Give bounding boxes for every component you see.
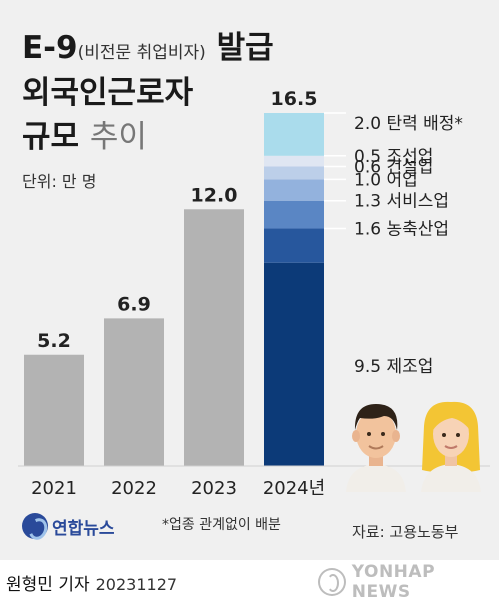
title-scale: 규모: [22, 119, 80, 155]
bar-segment-1: [264, 228, 324, 263]
bar-2021: [24, 354, 84, 466]
bar-segment-6: [264, 113, 324, 156]
segment-label-3: 1.0 어업: [354, 170, 418, 190]
segment-label-0: 9.5 제조업: [354, 357, 433, 377]
category-label-2: 2023: [191, 478, 237, 499]
bar-chart: 5.2 2021 6.9 2022 12.0 2023 9.5 제조업 1.6 농축산업 1.3…: [18, 88, 490, 499]
bar-segment-2: [264, 200, 324, 229]
bar-segment-0: [264, 262, 324, 466]
category-label-0: 2021: [31, 478, 77, 499]
segment-label-2: 1.3 서비스업: [354, 192, 449, 212]
yonhap-logo-icon: [22, 513, 48, 539]
yonhap-logo-text: 연합뉴스: [52, 518, 115, 539]
bar-segment-4: [264, 166, 324, 180]
title-line-1: E-9(비전문 취업비자) 발급: [22, 22, 274, 67]
infographic-card: [0, 0, 499, 560]
value-label-3: 16.5: [271, 88, 318, 110]
watermark-text: YONHAP NEWS: [351, 562, 436, 602]
title-visa-type: (비전문 취업비자): [77, 43, 206, 63]
segment-label-1: 1.6 농축산업: [354, 220, 449, 240]
bar-2022: [104, 318, 164, 466]
title-line-3: 규모 추이: [22, 111, 147, 156]
female-worker-avatar: [421, 401, 481, 492]
footnote: *업종 관계없이 배분: [162, 517, 281, 533]
bar-segment-3: [264, 179, 324, 201]
segment-label-5: 0.5 조선업: [354, 147, 433, 167]
value-label-0: 5.2: [37, 330, 71, 352]
yonhap-news-watermark: YONHAP NEWS: [318, 562, 499, 602]
source-label: 자료: 고용노동부: [352, 523, 459, 541]
title-line-2: 외국인근로자: [22, 75, 194, 111]
segment-label-6: 2.0 탄력 배정*: [354, 114, 463, 134]
title-issuance: 발급: [216, 30, 274, 66]
byline: 원형민 기자 20231127: [6, 570, 177, 595]
value-label-1: 6.9: [117, 293, 151, 315]
unit-label: 단위: 만 명: [22, 172, 97, 191]
watermark-logo-icon: [318, 568, 346, 596]
publish-date: 20231127: [95, 575, 178, 594]
male-worker-avatar: [346, 404, 406, 492]
yonhap-logo: 연합뉴스: [22, 513, 115, 539]
title-e9: E-9: [22, 30, 78, 66]
category-label-1: 2022: [111, 478, 157, 499]
bar-2023: [184, 209, 244, 467]
segment-label-4: 0.6 건설업: [354, 157, 433, 177]
reporter-name: 원형민 기자: [6, 575, 90, 595]
title-trend: 추이: [89, 119, 147, 155]
value-label-2: 12.0: [191, 184, 238, 206]
category-label-3: 2024년: [263, 478, 325, 499]
bar-segment-5: [264, 155, 324, 167]
